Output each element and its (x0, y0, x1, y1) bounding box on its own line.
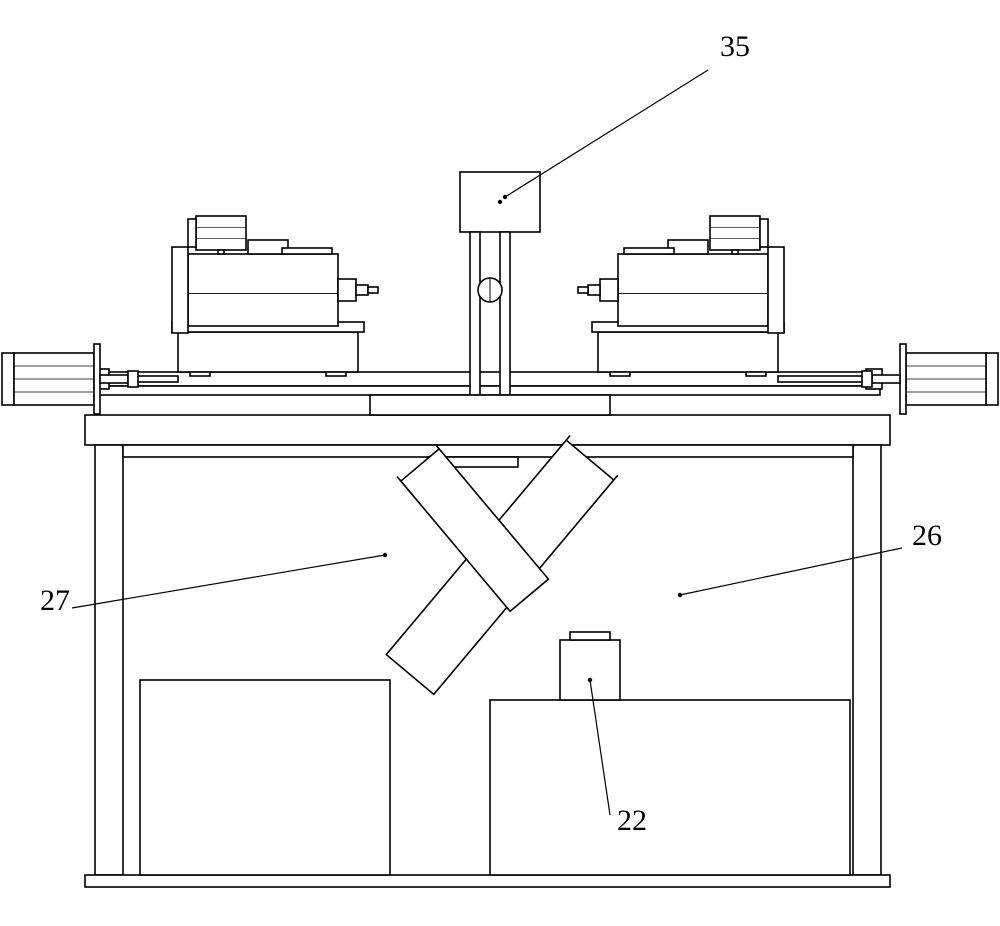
spindle-unit (172, 216, 378, 376)
cabinets (140, 632, 850, 875)
label-35: 35 (720, 30, 750, 63)
feed-motor (862, 344, 998, 414)
label-27: 27 (40, 584, 70, 617)
spindle-unit (578, 216, 784, 376)
label-26: 26 (912, 519, 942, 552)
feed-motor (2, 344, 138, 414)
label-22: 22 (617, 804, 647, 837)
